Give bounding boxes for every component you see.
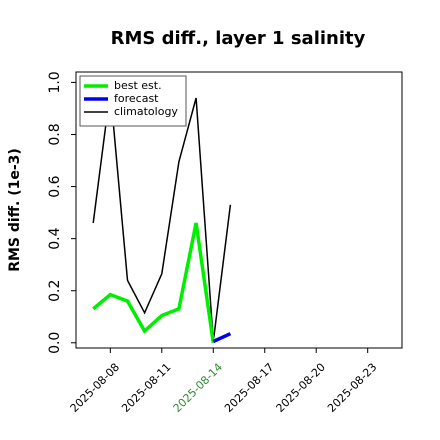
y-tick-label: 0.2 <box>47 280 63 302</box>
x-tick-label: 2025-08-14 <box>171 361 225 415</box>
x-tick-label: 2025-08-23 <box>325 361 379 415</box>
y-tick-label: 0.0 <box>47 332 63 354</box>
y-axis-label: RMS diff. (1e-3) <box>7 148 23 272</box>
x-tick-label: 2025-08-20 <box>274 361 328 415</box>
chart-title: RMS diff., layer 1 salinity <box>111 28 366 49</box>
series-line-climatology <box>92 90 232 342</box>
legend-label: forecast <box>114 92 159 105</box>
legend-label: best est. <box>114 79 162 92</box>
y-tick-label: 0.8 <box>47 123 63 145</box>
series-line-forecast <box>212 332 232 344</box>
legend-label: climatology <box>114 105 178 118</box>
legend-box <box>79 75 187 127</box>
plot-frame <box>75 71 403 349</box>
series-layer <box>92 90 232 344</box>
y-tick-label: 1.0 <box>47 71 63 93</box>
x-tick-label: 2025-08-08 <box>68 361 122 415</box>
y-tick-label: 0.6 <box>47 175 63 197</box>
x-tick-label: 2025-08-11 <box>119 361 173 415</box>
y-tick-label: 0.4 <box>47 227 63 249</box>
x-tick-label: 2025-08-17 <box>222 361 276 415</box>
series-line-best-est- <box>92 222 216 344</box>
